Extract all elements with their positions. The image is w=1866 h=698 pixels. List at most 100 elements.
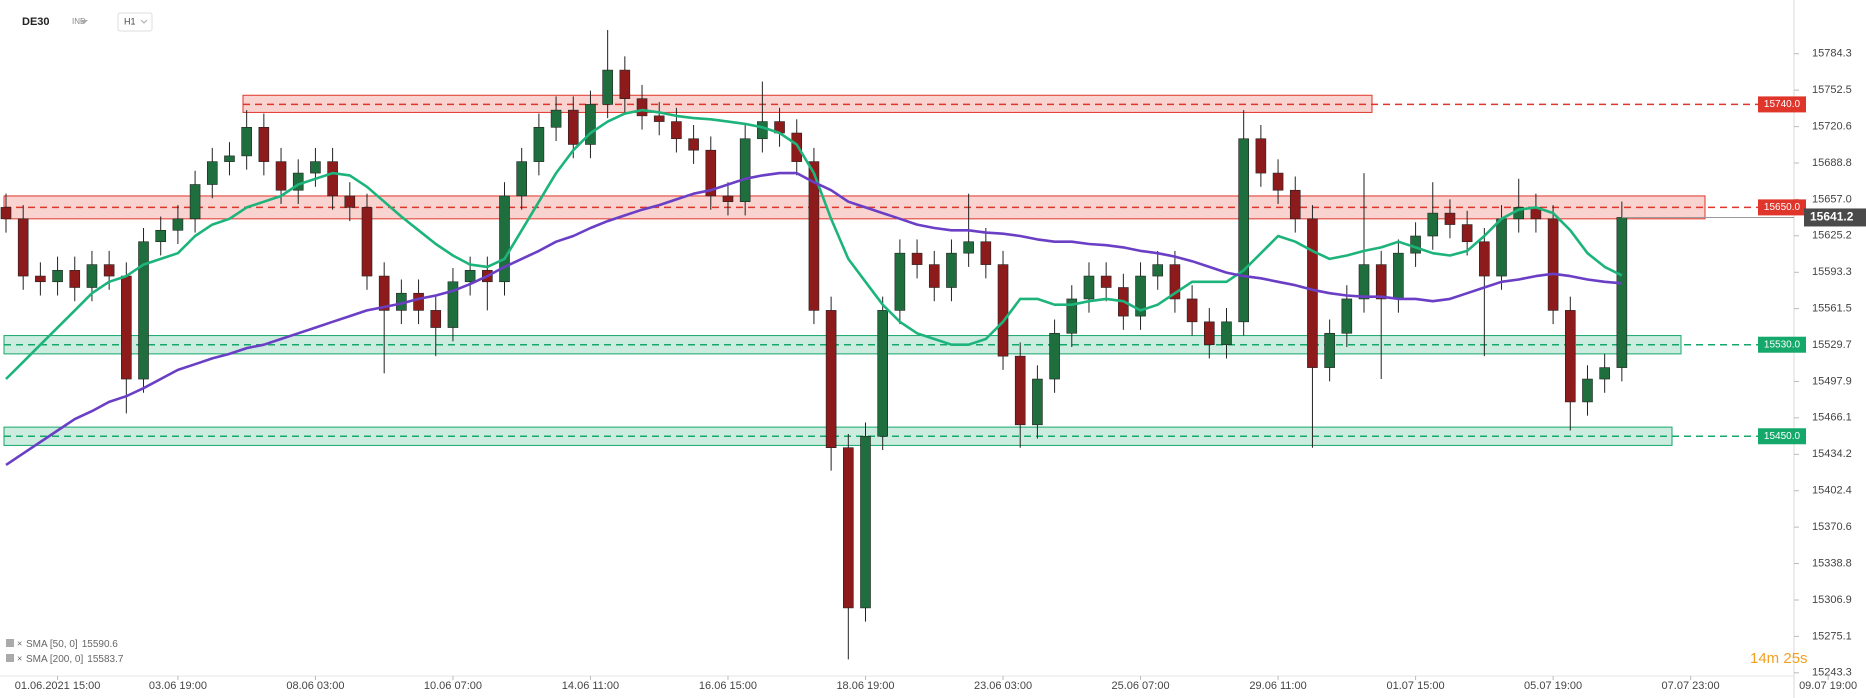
candle-body — [499, 195, 510, 283]
legend-entry: SMA [200, 0] 15583.7 — [26, 654, 124, 665]
candle-body — [1393, 252, 1404, 300]
level-label: 15450.0 — [1764, 431, 1801, 442]
candle-body — [1135, 275, 1146, 317]
timeframe-arrow[interactable] — [140, 19, 148, 24]
candle-body — [1272, 172, 1284, 191]
market[interactable]: IND — [72, 17, 86, 26]
candle-body — [361, 207, 373, 277]
candle-body — [877, 310, 888, 437]
candle-body — [464, 270, 476, 283]
candle-body — [241, 126, 252, 157]
candle-body — [1461, 224, 1473, 243]
y-tick-label: 15752.5 — [1812, 84, 1852, 96]
level-label: 15530.0 — [1764, 339, 1801, 350]
candle-body — [1152, 264, 1164, 277]
x-tick-label: 08.06 03:00 — [286, 680, 344, 692]
y-tick-label: 15466.1 — [1812, 412, 1852, 424]
candle-body — [1599, 367, 1610, 380]
candle-body — [275, 161, 287, 191]
candle-timer: 14m 25s — [1750, 650, 1808, 667]
candle-body — [843, 447, 854, 609]
candle-body — [1238, 138, 1249, 323]
candle-body — [619, 69, 631, 99]
candle-body — [378, 275, 390, 311]
candle-body — [17, 218, 29, 277]
x-tick-label: 23.06 03:00 — [974, 680, 1032, 692]
candle-body — [911, 252, 923, 265]
candle-body — [980, 241, 992, 265]
candle-body — [1307, 218, 1318, 368]
y-tick-label: 15625.2 — [1812, 230, 1852, 242]
x-tick-label: 03.06 19:00 — [149, 680, 207, 692]
sma-line — [5, 108, 1623, 380]
candle-body — [1014, 355, 1026, 426]
candle-body — [1083, 275, 1095, 300]
candle-body — [567, 109, 579, 145]
x-tick-label: 14.06 11:00 — [562, 680, 619, 692]
level-label-box — [1758, 199, 1806, 216]
candle-body — [430, 310, 442, 328]
candle-body — [894, 252, 906, 311]
y-tick-label: 15561.5 — [1812, 303, 1852, 315]
timeframe[interactable]: H1 — [124, 16, 136, 26]
level-label: 15650.0 — [1764, 202, 1801, 213]
candle-body — [808, 161, 820, 311]
x-tick-label: 29.06 11:00 — [1249, 680, 1306, 692]
candle-body — [757, 121, 768, 140]
candle-body — [688, 138, 699, 151]
candle-body — [1032, 378, 1043, 426]
legend-close: × — [17, 653, 22, 663]
candle-body — [1582, 378, 1593, 403]
timeframe-box[interactable] — [117, 12, 153, 32]
y-tick-label: 15243.3 — [1812, 667, 1852, 679]
candle-body — [1324, 332, 1335, 368]
candle-body — [1186, 298, 1198, 323]
candle-body — [224, 155, 235, 162]
candle-body — [86, 264, 98, 288]
y-tick-label: 15275.1 — [1812, 630, 1852, 642]
candle-body — [103, 264, 115, 277]
dropdown-arrow[interactable] — [80, 20, 88, 24]
candle-body — [602, 69, 613, 105]
candle-body — [1479, 241, 1490, 277]
level-label-box — [1758, 96, 1806, 113]
level-label-box — [1758, 336, 1806, 353]
candle-body — [963, 241, 974, 254]
candle-body — [791, 132, 803, 162]
y-tick-label: 15434.2 — [1812, 448, 1852, 460]
candle-body — [653, 115, 665, 122]
y-tick-label: 15784.3 — [1812, 48, 1852, 60]
candle-body — [206, 161, 218, 185]
candle-body — [1204, 321, 1215, 346]
candle-body — [258, 126, 270, 162]
legend-icon — [6, 639, 14, 647]
candle-body — [1427, 212, 1439, 237]
legend-value: 15590.6 — [82, 639, 119, 650]
candle-body — [825, 310, 837, 449]
candle-body — [0, 207, 12, 220]
candle-body — [1564, 310, 1576, 403]
y-tick-label: 15306.9 — [1812, 594, 1852, 606]
candle-body — [705, 149, 717, 197]
y-tick-label: 15402.4 — [1812, 485, 1852, 497]
candle-body — [35, 275, 46, 283]
y-tick-label: 15720.6 — [1812, 121, 1852, 133]
y-tick-label: 15497.9 — [1812, 375, 1852, 387]
y-tick-label: 15529.7 — [1812, 339, 1852, 351]
x-tick-label: 16.06 15:00 — [699, 680, 757, 692]
candle-body — [327, 161, 338, 197]
candle-body — [671, 121, 682, 140]
candle-body — [447, 281, 459, 328]
last-price-label: 15641.2 — [1810, 210, 1854, 224]
candle-body — [533, 126, 545, 162]
candle-body — [1100, 275, 1112, 288]
candle-body — [1066, 298, 1078, 334]
symbol[interactable]: DE30 — [22, 16, 50, 28]
candle-body — [1375, 264, 1387, 300]
candle-body — [1341, 298, 1353, 334]
candle-body — [946, 252, 957, 288]
legend-entry: SMA [50, 0] 15590.6 — [26, 639, 118, 650]
y-tick-label: 15657.0 — [1812, 193, 1852, 205]
